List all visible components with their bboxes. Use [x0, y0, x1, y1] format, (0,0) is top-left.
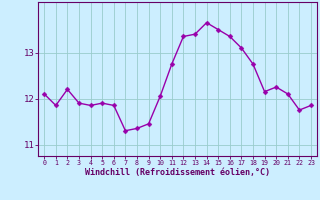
- X-axis label: Windchill (Refroidissement éolien,°C): Windchill (Refroidissement éolien,°C): [85, 168, 270, 177]
